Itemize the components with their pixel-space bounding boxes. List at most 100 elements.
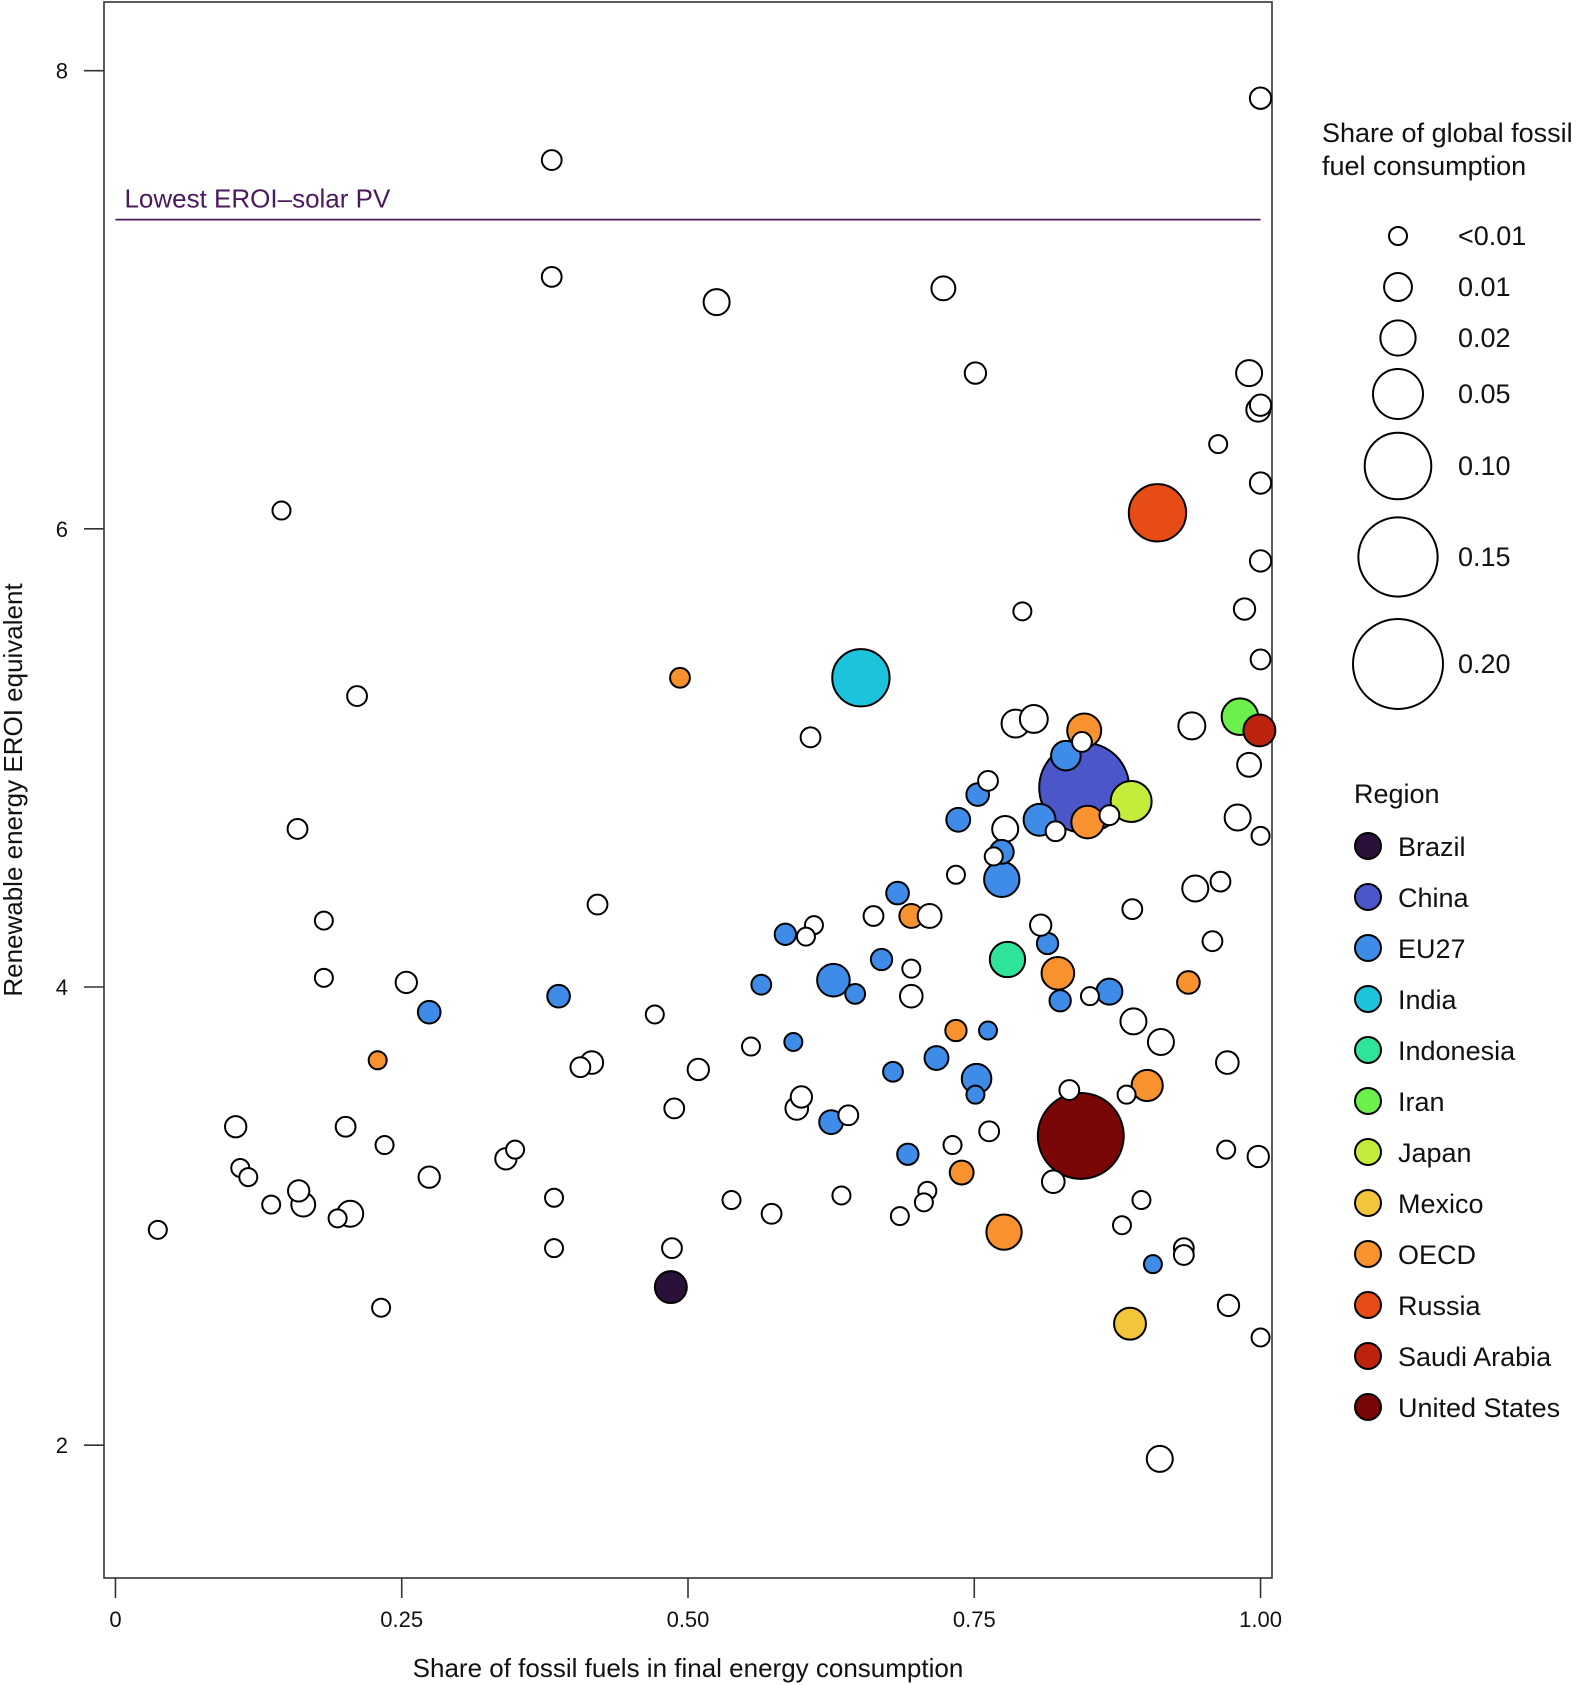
data-point-other [1249,648,1272,671]
data-point-oecd [1070,804,1105,840]
data-point-other [1248,393,1273,417]
region-legend-label: Iran [1398,1087,1445,1117]
data-point-other [663,1097,686,1120]
data-point-other [1201,930,1224,953]
size-legend-title: Share of global fossil [1322,118,1573,148]
region-legend-label: China [1398,883,1470,913]
x-tick-label: 0.50 [667,1607,710,1632]
data-point-eu27 [945,806,972,833]
data-point-other [1248,86,1273,110]
data-point-other [942,1135,963,1156]
region-legend-label: Brazil [1398,832,1466,862]
data-point-other [1209,870,1232,893]
data-point-eu27 [546,983,571,1009]
region-legend-swatch [1354,1291,1382,1319]
data-point-other [862,905,885,927]
x-tick-label: 0.25 [380,1607,423,1632]
data-point-other [702,288,731,317]
data-point-other [686,1057,710,1082]
data-point-other [901,958,922,979]
data-point-other [1131,1190,1152,1211]
data-point-other [1232,597,1257,621]
y-tick-label: 2 [56,1433,68,1458]
data-point-other [799,726,822,749]
data-point-other [930,275,957,302]
data-point-other [1111,1215,1132,1236]
data-point-other [644,1004,665,1025]
data-point-oecd [1040,955,1076,991]
size-legend-label: <0.01 [1458,221,1526,251]
data-point-other [1079,986,1100,1007]
data-point-eu27 [783,1031,804,1052]
data-point-other [346,685,368,707]
data-point-united-states [1036,1091,1125,1180]
data-point-other [1044,820,1067,843]
region-legend-label: EU27 [1398,934,1466,964]
data-point-eu27 [1095,977,1124,1006]
region-legend-swatch [1354,883,1382,911]
y-axis-ticks: 2 4 6 8 [56,59,104,1458]
region-legend-swatch [1354,985,1382,1013]
data-point-other [795,926,816,947]
data-point-other [1116,1084,1137,1105]
region-legend-label: Japan [1398,1138,1472,1168]
data-point-mexico [1113,1306,1147,1341]
data-point-other [889,1206,910,1227]
size-legend-circle [1379,319,1417,357]
size-legend-circle [1357,516,1439,598]
data-point-eu27 [882,1060,904,1083]
data-point-eu27 [816,962,851,998]
data-point-other [544,1238,565,1259]
data-point-other [898,983,924,1009]
data-point-other [1236,751,1263,778]
data-point-other [1216,1139,1237,1160]
data-point-other [1208,434,1229,455]
data-point-other [540,265,563,288]
data-point-other [569,1056,592,1079]
region-legend-label: United States [1398,1393,1560,1423]
data-point-other [540,149,563,171]
y-tick-label: 6 [56,517,68,542]
region-legend-label: OECD [1398,1240,1476,1270]
data-point-other [417,1165,441,1189]
size-legend-circle [1352,618,1444,710]
data-point-other [1146,1027,1175,1056]
data-point-other [1018,704,1049,734]
data-point-other [661,1237,683,1260]
region-legend-swatch [1354,934,1382,962]
data-point-other [271,500,292,521]
data-point-other [394,970,418,995]
data-point-other [916,903,943,929]
data-point-india [831,648,891,708]
size-legend-label: 0.05 [1458,379,1511,409]
data-point-other [831,1185,852,1206]
x-tick-label: 0 [109,1607,121,1632]
y-axis-title: Renewable energy EROI equivalent [0,583,28,997]
data-point-oecd [1176,970,1201,995]
size-legend-circle [1388,226,1408,246]
data-point-other [1145,1444,1174,1473]
size-legend-label: 0.15 [1458,542,1511,572]
data-point-eu27 [923,1045,950,1071]
data-point-eu27 [844,982,867,1005]
data-point-indonesia [988,940,1027,979]
data-point-other [371,1297,392,1318]
data-point-other [1121,898,1144,921]
y-tick-label: 8 [56,59,68,84]
data-point-other [313,967,334,988]
data-point-other [313,910,334,931]
data-point-eu27 [983,860,1021,898]
data-point-other [334,1115,357,1138]
data-point-other [1012,601,1033,622]
data-point-other [261,1194,282,1215]
data-points [147,86,1277,1473]
data-point-oecd [669,666,691,689]
data-point-other [983,846,1004,867]
size-legend-label: 0.01 [1458,272,1511,302]
data-point-oecd [367,1050,388,1071]
data-point-eu27 [978,1020,999,1041]
data-point-other [978,1120,1001,1143]
x-axis-ticks: 0 0.25 0.50 0.75 1.00 [109,1578,1282,1632]
data-point-other [1058,1079,1081,1101]
